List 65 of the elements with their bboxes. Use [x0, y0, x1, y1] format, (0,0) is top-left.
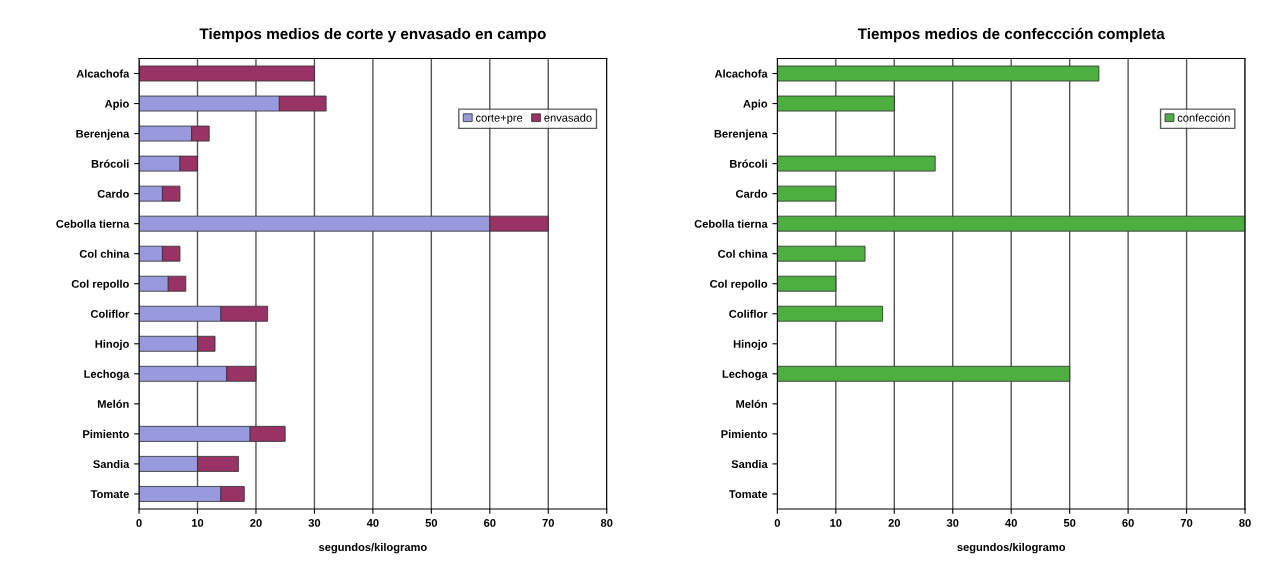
y-tick-label: Hinojo	[95, 339, 129, 351]
x-axis-title: segundos/kilogramo	[318, 542, 427, 554]
y-tick-label: Lechoga	[722, 369, 768, 381]
y-tick-label: Col china	[718, 249, 768, 258]
bar	[777, 215, 1246, 232]
x-tick-label: 50	[425, 518, 438, 527]
x-tick-label: 40	[1005, 518, 1017, 527]
legend-label: corte+pre	[475, 114, 523, 124]
x-tick-label: 60	[1122, 518, 1134, 527]
x-tick-label: 20	[250, 518, 262, 527]
bar	[777, 65, 1100, 82]
x-tick-label: 30	[946, 518, 959, 527]
y-tick-label: Alcachofa	[76, 69, 130, 78]
y-tick-label: Cardo	[97, 189, 129, 198]
y-tick-label: Col china	[79, 249, 130, 258]
bar	[777, 155, 936, 172]
x-tick-label: 60	[484, 518, 496, 527]
bar	[139, 65, 315, 82]
y-tick-label: Hinojo	[733, 339, 768, 351]
legend-label: envasado	[544, 113, 592, 122]
y-tick-label: Cebolla tierna	[56, 219, 130, 228]
y-tick-label: Coliflor	[90, 309, 130, 318]
x-tick-label: 50	[1063, 518, 1076, 527]
x-tick-label: 80	[1239, 518, 1251, 527]
legend-label: confección	[1177, 113, 1230, 122]
bar	[777, 245, 866, 262]
x-tick-label: 20	[888, 518, 900, 527]
y-tick-label: Melón	[736, 399, 767, 408]
x-tick-label: 70	[1180, 518, 1193, 527]
y-tick-label: Brócoli	[730, 159, 767, 168]
y-tick-label: Col repollo	[710, 279, 768, 291]
y-tick-label: Lechoga	[84, 369, 130, 381]
y-tick-label: Alcachofa	[714, 69, 768, 78]
bar	[777, 275, 837, 292]
y-tick-label: Sandia	[731, 459, 768, 469]
y-tick-label: Melón	[97, 399, 129, 408]
x-tick-label: 80	[600, 518, 613, 527]
y-tick-label: Pimiento	[721, 429, 768, 439]
x-tick-label: 0	[774, 518, 780, 527]
y-tick-label: Tomate	[729, 490, 768, 499]
y-tick-label: Apio	[743, 99, 768, 110]
y-tick-label: Berenjena	[714, 129, 768, 140]
x-tick-label: 10	[830, 518, 842, 527]
x-tick-label: 0	[136, 518, 142, 527]
y-tick-label: Coliflor	[729, 309, 768, 318]
chart-title: Tiempos medios de corte y envasado en campo	[199, 27, 546, 43]
x-tick-label: 10	[192, 518, 204, 527]
x-axis-title: segundos/kilogramo	[957, 542, 1066, 554]
bar	[777, 95, 895, 112]
bar	[777, 365, 1071, 382]
y-tick-label: Brócoli	[91, 159, 129, 168]
y-tick-label: Sandia	[93, 459, 130, 469]
bar	[777, 305, 884, 322]
y-tick-label: Cebolla tierna	[694, 219, 768, 228]
y-tick-label: Cardo	[735, 189, 768, 198]
chart-title: Tiempos medios de confeccción completa	[857, 27, 1165, 43]
bar	[777, 185, 837, 202]
x-tick-label: 70	[542, 518, 554, 527]
y-tick-label: Tomate	[90, 490, 129, 499]
y-tick-label: Col repollo	[71, 279, 129, 291]
y-tick-label: Pimiento	[83, 429, 129, 439]
x-tick-label: 30	[308, 518, 321, 527]
x-tick-label: 40	[366, 518, 379, 527]
y-tick-label: Berenjena	[76, 129, 130, 140]
y-tick-label: Apio	[104, 99, 129, 110]
